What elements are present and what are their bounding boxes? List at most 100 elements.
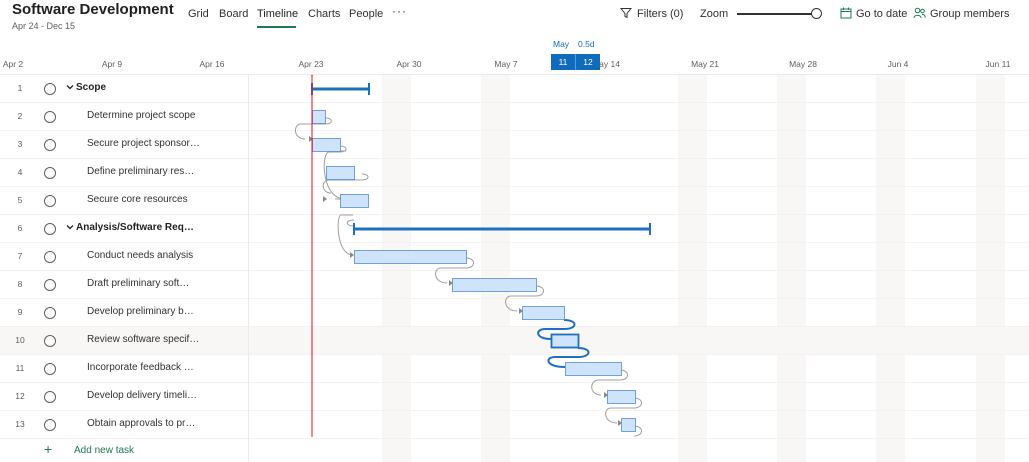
tab-timeline[interactable]: Timeline [257,8,299,20]
dependency-connector [435,257,474,284]
task-bar[interactable] [354,250,467,264]
task-name[interactable]: Define preliminary res… [87,166,195,177]
task-row[interactable]: 2 Determine project scope [0,103,248,131]
more-options-button[interactable]: ··· [392,4,407,18]
task-row[interactable]: 3 Secure project sponsor… [0,131,248,159]
task-complete-checkbox[interactable] [44,251,56,263]
plus-icon[interactable]: + [44,441,53,457]
task-name[interactable]: Review software specif… [87,334,200,345]
task-list: 1 Scope 2 Determine project scope 3 Secure pr… [0,75,248,462]
group-members-button[interactable]: Group members [930,8,1010,20]
dependency-connector [337,214,354,256]
axis-date-label: Apr 2 [2,59,24,69]
task-bar[interactable] [312,138,341,152]
weekend-shade [976,75,1005,462]
add-new-task-button[interactable]: Add new task [74,445,135,456]
task-row[interactable]: 7 Conduct needs analysis [0,243,248,271]
task-complete-checkbox[interactable] [44,419,56,431]
axis-date-label: Apr 23 [298,59,324,69]
task-row[interactable]: 9 Develop preliminary b… [0,299,248,327]
tab-people[interactable]: People [349,8,384,20]
zoom-label: Zoom [700,8,729,20]
task-complete-checkbox[interactable] [44,195,56,207]
weekend-shade [382,75,411,462]
task-bar[interactable] [550,333,580,349]
task-name[interactable]: Secure core resources [87,194,188,205]
task-name[interactable]: Conduct needs analysis [87,250,194,261]
task-complete-checkbox[interactable] [44,167,56,179]
arrowhead [519,308,523,314]
task-complete-checkbox[interactable] [44,111,56,123]
axis-date-label: Apr 16 [199,59,225,69]
zoom-slider-thumb[interactable] [811,8,822,19]
add-task-row[interactable]: + Add new task [0,439,248,462]
task-name[interactable]: Secure project sponsor… [87,138,200,149]
plan-date-range: Apr 24 - Dec 15 [12,21,76,31]
task-row[interactable]: 4 Define preliminary res… [0,159,248,187]
task-complete-checkbox[interactable] [44,223,56,235]
task-row[interactable]: 11 Incorporate feedback … [0,355,248,383]
task-bar[interactable] [621,418,636,432]
task-complete-checkbox[interactable] [44,279,56,291]
task-number: 4 [17,167,23,177]
task-row[interactable]: 1 Scope [0,75,248,103]
weekend-shade [481,75,510,462]
task-row[interactable]: 10 Review software specif… [0,327,248,355]
task-bar[interactable] [607,390,636,404]
selection-day[interactable]: 11 [551,54,575,70]
task-name[interactable]: Draft preliminary soft… [87,278,190,289]
filter-icon[interactable] [620,7,632,19]
task-bar[interactable] [522,306,565,320]
axis-date-label: Jun 4 [887,59,909,69]
today-marker [310,75,314,76]
dependency-connector [295,117,332,140]
selection-duration: 0.5d [578,39,595,49]
task-name[interactable]: Develop preliminary b… [87,306,194,317]
grid-divider [248,75,249,462]
summary-task-name[interactable]: Analysis/Software Req… [76,222,194,233]
task-row[interactable]: 12 Develop delivery timeli… [0,383,248,411]
task-complete-checkbox[interactable] [44,83,56,95]
weekend-shade [678,75,707,462]
task-bar[interactable] [326,166,355,180]
task-complete-checkbox[interactable] [44,391,56,403]
task-complete-checkbox[interactable] [44,307,56,319]
task-number: 8 [17,279,23,289]
chevron-down-icon[interactable] [66,83,74,91]
task-number: 9 [17,307,23,317]
calendar-icon[interactable] [840,7,852,19]
task-bar[interactable] [340,194,369,208]
arrowhead [618,420,622,426]
axis-date-label: Apr 9 [101,59,123,69]
weekend-shade [777,75,806,462]
task-row[interactable]: 6 Analysis/Software Req… [0,215,248,243]
tab-grid[interactable]: Grid [188,8,209,20]
active-tab-indicator [257,26,296,28]
task-bar[interactable] [452,278,537,292]
task-complete-checkbox[interactable] [44,363,56,375]
filters-button[interactable]: Filters (0) [637,8,684,20]
chevron-down-icon[interactable] [66,223,74,231]
tab-charts[interactable]: Charts [308,8,341,20]
task-row[interactable]: 5 Secure core resources [0,187,248,215]
task-name[interactable]: Obtain approvals to pr… [87,418,196,429]
summary-task-name[interactable]: Scope [76,82,107,93]
task-number: 5 [17,195,23,205]
timeline-canvas[interactable] [249,75,1029,462]
task-bar[interactable] [312,110,326,124]
task-complete-checkbox[interactable] [44,335,56,347]
dependency-connector [346,219,355,227]
task-row[interactable]: 13 Obtain approvals to pr… [0,411,248,439]
task-complete-checkbox[interactable] [44,139,56,151]
task-name[interactable]: Develop delivery timeli… [87,390,198,401]
zoom-slider[interactable] [737,13,817,15]
task-number: 7 [17,251,23,261]
task-bar[interactable] [565,362,622,376]
task-name[interactable]: Determine project scope [87,110,196,121]
selection-day[interactable]: 12 [575,54,600,70]
go-to-date-button[interactable]: Go to date [856,8,908,20]
group-members-icon[interactable] [913,7,926,19]
tab-board[interactable]: Board [219,8,249,20]
task-row[interactable]: 8 Draft preliminary soft… [0,271,248,299]
task-name[interactable]: Incorporate feedback … [87,362,194,373]
